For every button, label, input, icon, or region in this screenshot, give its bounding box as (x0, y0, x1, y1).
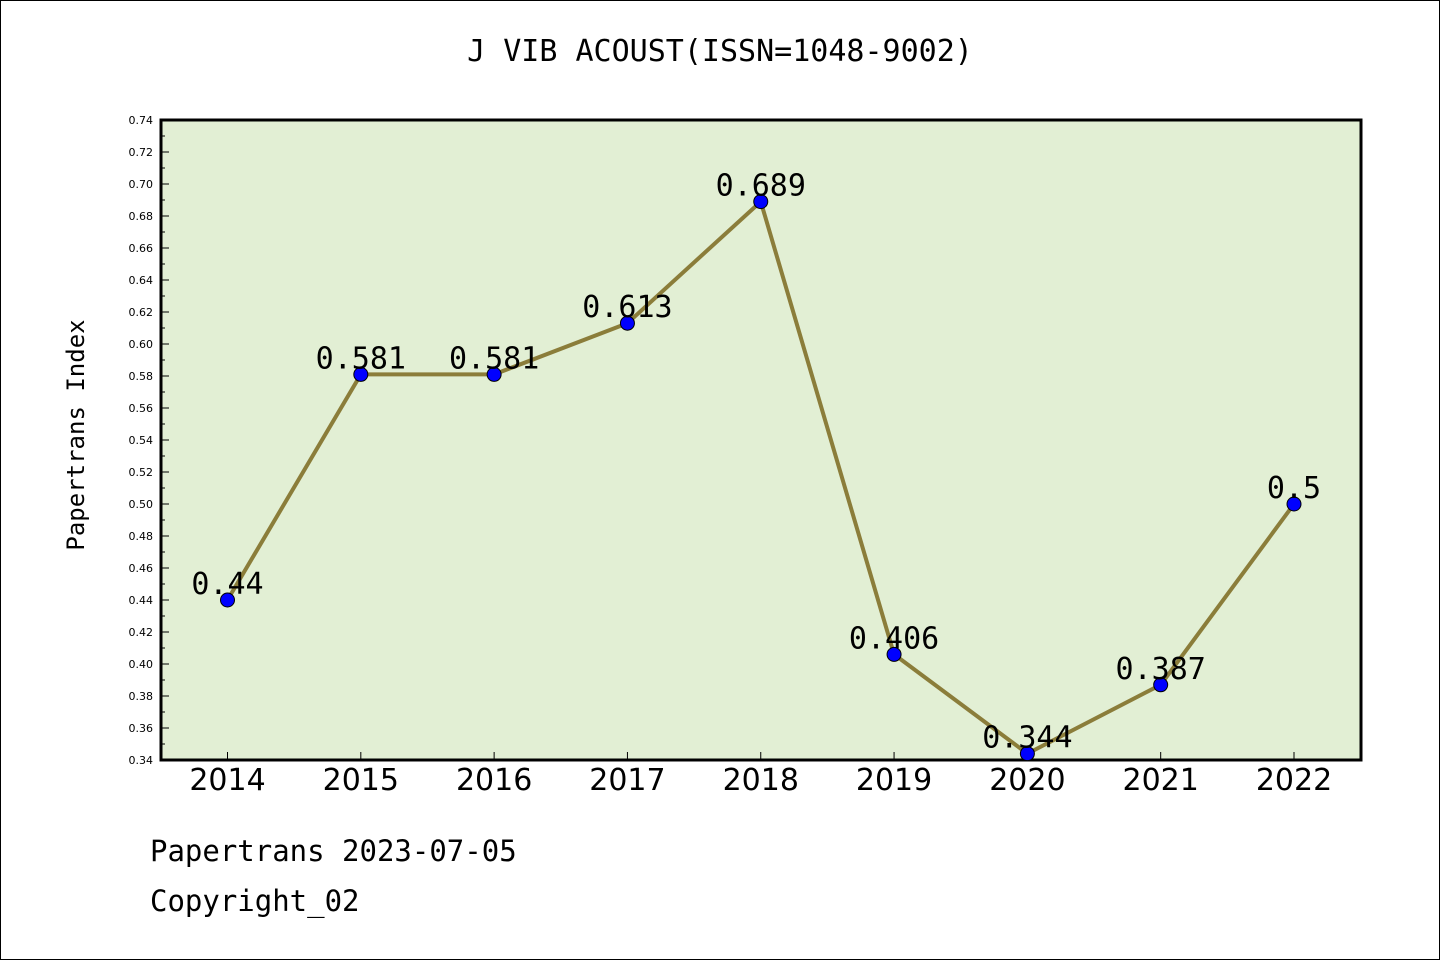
data-point (1286, 496, 1302, 512)
data-label: 0.613 (582, 290, 672, 325)
plot-border (159, 118, 1363, 762)
data-label: 0.387 (1116, 652, 1206, 687)
data-point (486, 366, 502, 382)
y-tick-label: 0.48 (129, 530, 154, 543)
data-point (619, 315, 635, 331)
x-tick-label: 2015 (323, 763, 399, 798)
data-label: 0.689 (716, 169, 806, 204)
data-point (220, 592, 235, 608)
data-label: 0.406 (849, 621, 939, 656)
y-tick-label: 0.34 (129, 754, 154, 767)
y-tick-label: 0.42 (129, 626, 154, 639)
footer-copyright: Copyright_02 (150, 884, 360, 918)
data-label: 0.5 (1267, 471, 1321, 506)
y-tick-label: 0.38 (129, 690, 154, 703)
y-tick-label: 0.60 (129, 338, 154, 351)
y-tick-label: 0.36 (129, 722, 154, 735)
data-label: 0.344 (982, 721, 1072, 756)
x-tick-label: 2014 (189, 763, 265, 798)
x-tick-label: 2019 (856, 763, 932, 798)
data-point (353, 366, 369, 382)
x-tick-label: 2022 (1256, 763, 1332, 798)
chart-title: J VIB ACOUST(ISSN=1048-9002) (467, 34, 973, 69)
y-tick-label: 0.46 (129, 562, 154, 575)
y-tick-label: 0.54 (129, 434, 154, 447)
y-tick-label: 0.52 (129, 466, 154, 479)
y-tick-label: 0.56 (129, 402, 154, 415)
y-axis-label: Papertrans Index (62, 319, 90, 550)
data-point (1153, 677, 1169, 693)
x-tick-label: 2016 (456, 763, 532, 798)
footer-date: Papertrans 2023-07-05 (150, 834, 517, 868)
y-tick-label: 0.50 (129, 498, 154, 511)
y-tick-label: 0.44 (129, 594, 154, 607)
y-tick-label: 0.40 (129, 658, 154, 671)
y-tick-label: 0.66 (129, 242, 154, 255)
y-tick-label: 0.72 (129, 146, 154, 159)
y-tick-label: 0.62 (129, 306, 154, 319)
x-tick-label: 2017 (589, 763, 665, 798)
y-tick-label: 0.64 (129, 274, 154, 287)
data-point (753, 194, 769, 210)
x-tick-label: 2021 (1123, 763, 1199, 798)
y-tick-label: 0.70 (129, 178, 154, 191)
x-tick-label: 2018 (723, 763, 799, 798)
y-tick-label: 0.58 (129, 370, 154, 383)
x-tick-label: 2020 (989, 763, 1065, 798)
data-label: 0.581 (449, 341, 539, 376)
y-tick-label: 0.68 (129, 210, 154, 223)
data-label: 0.581 (316, 341, 406, 376)
data-label: 0.44 (191, 567, 263, 602)
y-tick-label: 0.74 (129, 114, 154, 127)
plot-area (161, 120, 1361, 760)
data-point (886, 646, 902, 662)
data-point (1019, 746, 1035, 762)
